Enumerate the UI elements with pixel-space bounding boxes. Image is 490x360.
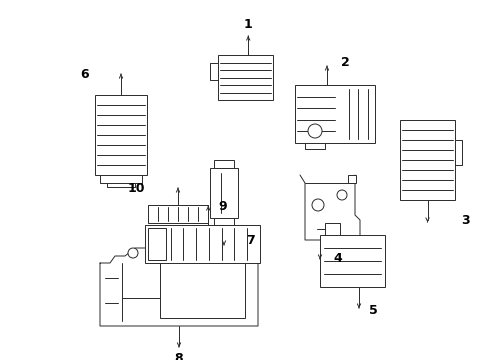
Bar xyxy=(160,258,245,318)
Circle shape xyxy=(312,199,324,211)
Bar xyxy=(148,205,208,223)
Text: 1: 1 xyxy=(244,18,253,31)
Bar xyxy=(218,55,273,100)
Circle shape xyxy=(308,124,322,138)
Text: 5: 5 xyxy=(368,305,377,318)
Circle shape xyxy=(337,190,347,200)
Bar xyxy=(210,168,238,218)
Bar xyxy=(320,235,385,287)
Text: 7: 7 xyxy=(245,234,254,247)
Bar xyxy=(214,160,234,168)
Text: 6: 6 xyxy=(81,68,89,81)
Text: 2: 2 xyxy=(341,57,349,69)
Text: 3: 3 xyxy=(461,213,469,226)
Text: 4: 4 xyxy=(334,252,343,265)
Bar xyxy=(400,120,455,200)
Bar xyxy=(148,228,166,260)
Circle shape xyxy=(128,248,138,258)
Text: 10: 10 xyxy=(127,183,145,195)
Bar xyxy=(214,218,234,225)
Bar xyxy=(295,85,375,143)
Bar xyxy=(95,95,147,175)
Text: 8: 8 xyxy=(175,352,183,360)
Bar xyxy=(145,225,260,263)
Bar xyxy=(348,175,356,183)
Text: 9: 9 xyxy=(218,201,226,213)
